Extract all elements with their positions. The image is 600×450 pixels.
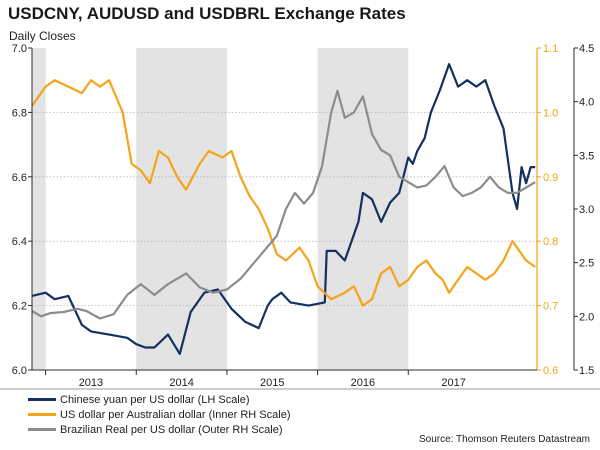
legend-item-aud: US dollar per Australian dollar (Inner R… bbox=[28, 407, 291, 422]
chart-legend: Chinese yuan per US dollar (LH Scale) US… bbox=[28, 392, 291, 437]
right-outer-tick-label-2: 2.5 bbox=[579, 258, 594, 270]
legend-label-cny: Chinese yuan per US dollar (LH Scale) bbox=[60, 393, 250, 406]
left-axis-tick-label-1: 6.2 bbox=[12, 301, 27, 313]
right-inner-tick-label-1: 0.7 bbox=[543, 301, 558, 313]
right-outer-tick-label-0: 1.5 bbox=[579, 365, 594, 377]
source-note: Source: Thomson Reuters Datastream bbox=[418, 434, 590, 445]
right-inner-tick-label-4: 1.0 bbox=[543, 107, 558, 119]
shaded-band-2 bbox=[317, 48, 409, 370]
series-line-cny bbox=[31, 62, 536, 355]
legend-item-brl: Brazilian Real per US dollar (Outer RH S… bbox=[28, 422, 291, 437]
right-outer-tick-label-5: 4.0 bbox=[579, 97, 594, 109]
series-line-brl bbox=[31, 89, 536, 320]
left-axis-tick-label-3: 6.6 bbox=[12, 172, 27, 184]
shaded-band-0 bbox=[32, 48, 46, 370]
x-axis-tick-label-3: 2016 bbox=[351, 377, 375, 389]
right-inner-tick-label-0: 0.6 bbox=[543, 365, 558, 377]
left-axis-tick-label-0: 6.0 bbox=[12, 365, 27, 377]
legend-swatch-brl bbox=[28, 428, 56, 431]
right-inner-tick-label-3: 0.9 bbox=[543, 172, 558, 184]
legend-label-aud: US dollar per Australian dollar (Inner R… bbox=[60, 408, 291, 421]
left-axis-tick-label-5: 7.0 bbox=[12, 43, 27, 55]
left-axis-tick-label-2: 6.4 bbox=[12, 236, 27, 248]
x-axis-tick-label-4: 2017 bbox=[441, 377, 465, 389]
right-outer-tick-label-6: 4.5 bbox=[579, 43, 594, 55]
right-outer-tick-label-1: 2.0 bbox=[579, 311, 594, 323]
legend-item-cny: Chinese yuan per US dollar (LH Scale) bbox=[28, 392, 291, 407]
left-axis-tick-label-4: 6.8 bbox=[12, 107, 27, 119]
x-axis-tick-label-1: 2014 bbox=[169, 377, 193, 389]
legend-swatch-aud bbox=[28, 413, 56, 416]
right-outer-tick-label-3: 3.0 bbox=[579, 204, 594, 216]
right-outer-tick-label-4: 3.5 bbox=[579, 150, 594, 162]
right-inner-tick-label-2: 0.8 bbox=[543, 236, 558, 248]
legend-label-brl: Brazilian Real per US dollar (Outer RH S… bbox=[60, 423, 283, 436]
legend-swatch-cny bbox=[28, 398, 56, 401]
x-axis-tick-label-0: 2013 bbox=[79, 377, 103, 389]
chart-subtitle: Daily Closes bbox=[9, 29, 76, 43]
series-line-aud bbox=[31, 79, 536, 307]
chart-title: USDCNY, AUDUSD and USDBRL Exchange Rates bbox=[8, 4, 406, 23]
right-inner-tick-label-5: 1.1 bbox=[543, 43, 558, 55]
x-axis-tick-label-2: 2015 bbox=[260, 377, 284, 389]
shaded-band-1 bbox=[136, 48, 227, 370]
